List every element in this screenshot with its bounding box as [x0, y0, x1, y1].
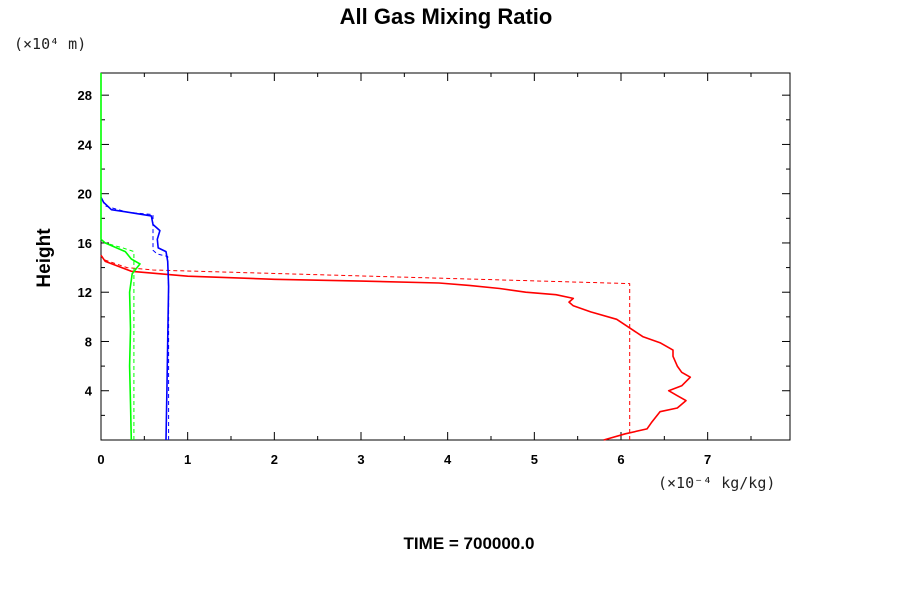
x-tick-label: 3 — [357, 452, 364, 467]
x-tick-label: 1 — [184, 452, 191, 467]
series-line-2 — [100, 197, 170, 441]
x-tick-label: 0 — [97, 452, 104, 467]
series-group — [100, 73, 692, 441]
y-axis-unit: (×10⁴ m) — [14, 35, 86, 53]
y-tick-label: 20 — [78, 187, 92, 202]
series-line-0 — [100, 254, 692, 441]
x-tick-label: 5 — [531, 452, 538, 467]
series-line-3 — [100, 197, 170, 440]
time-footer: TIME = 700000.0 — [404, 534, 535, 553]
x-tick-label: 4 — [444, 452, 452, 467]
y-tick-label: 24 — [78, 137, 93, 152]
series-line-1 — [100, 254, 631, 440]
y-tick-label: 28 — [78, 88, 92, 103]
y-tick-label: 8 — [85, 334, 92, 349]
y-tick-label: 16 — [78, 236, 92, 251]
y-tick-label: 12 — [78, 285, 92, 300]
series-line-5 — [100, 238, 135, 440]
plot-frame — [100, 72, 791, 441]
x-tick-label: 7 — [704, 452, 711, 467]
chart-title: All Gas Mixing Ratio — [340, 4, 553, 29]
x-tick-label: 2 — [271, 452, 278, 467]
x-tick-label: 6 — [617, 452, 624, 467]
y-tick-label: 4 — [85, 384, 93, 399]
x-axis-unit: (×10⁻⁴ kg/kg) — [658, 474, 775, 492]
y-axis-label: Height — [34, 228, 55, 288]
